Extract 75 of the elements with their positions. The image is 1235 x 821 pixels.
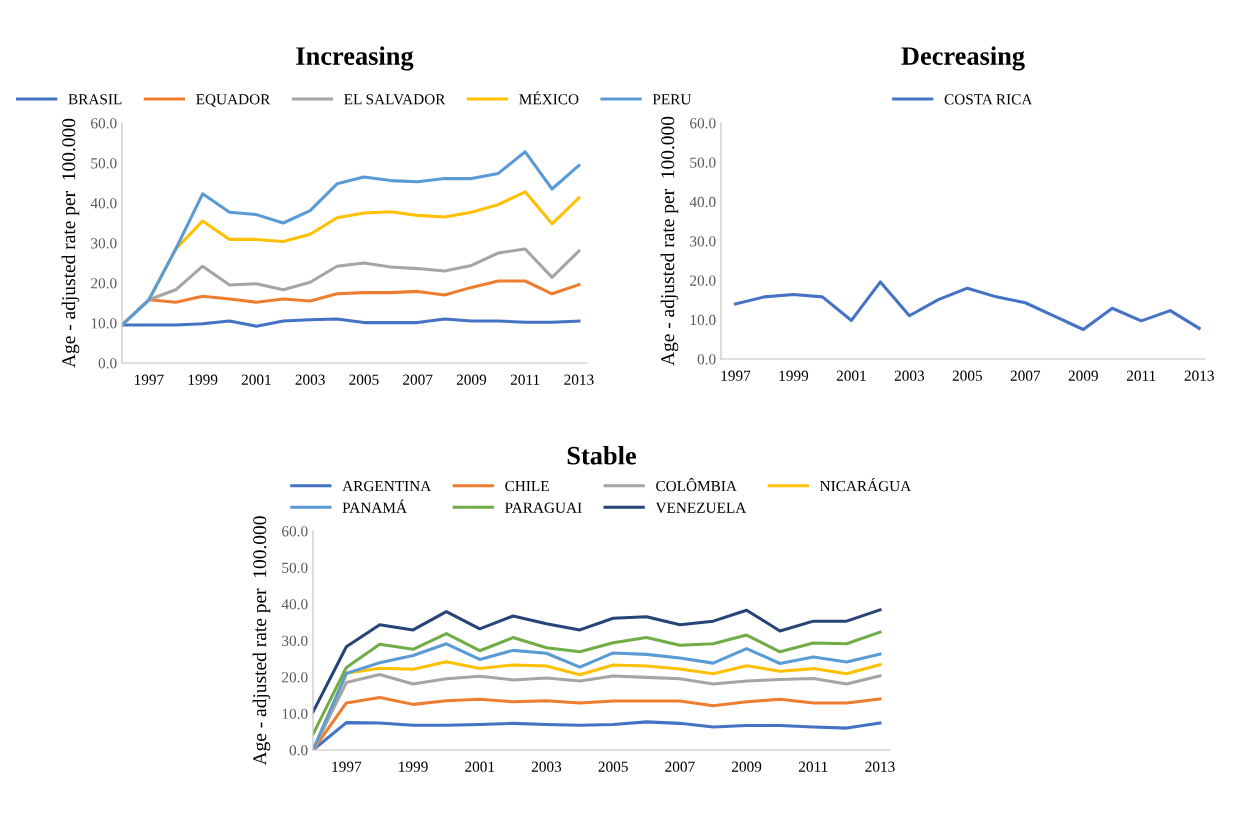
y-tick-label: 0.0 — [289, 745, 308, 756]
y-tick-label: 60.0 — [282, 526, 308, 537]
x-tick-label: 2003 — [894, 370, 925, 381]
y-tick-label: 50.0 — [690, 157, 716, 168]
x-tick-label: 2011 — [510, 374, 540, 385]
line-series — [122, 150, 581, 327]
x-tick-label: 2001 — [836, 370, 866, 381]
line-series — [313, 608, 882, 714]
x-tick-label: 2003 — [531, 761, 562, 772]
y-tick-label: 10.0 — [690, 314, 716, 326]
y-tick-label: 20.0 — [282, 672, 308, 683]
x-tick-label: 1997 — [134, 374, 164, 385]
x-tick-label: 2011 — [1126, 370, 1156, 381]
x-tick-label: 2001 — [465, 761, 495, 772]
y-axis-title: Age - adjusted rate per 100.000 — [61, 118, 80, 368]
legend-label: COLÔMBIA — [656, 478, 737, 492]
legend-label: MÉXICO — [519, 91, 579, 105]
legend-label: PERU — [652, 94, 692, 105]
x-tick-label: 2007 — [403, 374, 433, 385]
x-tick-label: 2007 — [665, 761, 695, 772]
y-tick-label: 40.0 — [90, 198, 117, 209]
x-tick-label: 1999 — [188, 374, 218, 385]
y-tick-label: 50.0 — [91, 158, 117, 169]
legend-label: PANAMÁ — [342, 499, 407, 513]
legend-label: VENEZUELA — [655, 502, 747, 513]
x-tick-label: 2007 — [1010, 370, 1041, 381]
line-series — [313, 642, 882, 750]
y-tick-label: 30.0 — [690, 236, 716, 247]
y-tick-label: 60.0 — [91, 118, 117, 129]
line-series — [313, 720, 882, 750]
x-tick-label: 1999 — [779, 370, 809, 381]
x-tick-label: 2001 — [241, 374, 271, 385]
y-tick-label: 40.0 — [281, 599, 308, 610]
x-tick-label: 2013 — [564, 374, 594, 385]
y-axis-title: Age - adjusted rate per 100.000 — [252, 516, 271, 766]
y-axis-title: Age - adjusted rate per 100.000 — [660, 116, 679, 366]
x-tick-label: 1997 — [721, 370, 751, 381]
y-tick-label: 10.0 — [91, 318, 117, 329]
x-tick-label: 2009 — [731, 761, 762, 772]
chart-title: Increasing — [296, 46, 414, 71]
legend-label: EL SALVADOR — [344, 94, 446, 105]
legend-label: EQUADOR — [196, 94, 271, 107]
legend-label: PARAGUAI — [505, 502, 582, 513]
y-tick-label: 0.0 — [98, 358, 117, 369]
x-tick-label: 2009 — [1068, 370, 1098, 381]
x-tick-label: 2009 — [456, 374, 487, 385]
legend-label: BRASIL — [68, 94, 122, 105]
y-tick-label: 20.0 — [690, 275, 716, 286]
x-tick-label: 2011 — [798, 761, 828, 772]
x-tick-label: 2005 — [952, 370, 983, 381]
y-tick-label: 30.0 — [282, 635, 308, 647]
x-tick-label: 1997 — [332, 761, 362, 772]
chart-title: Decreasing — [901, 46, 1025, 71]
y-tick-label: 20.0 — [91, 278, 117, 289]
x-tick-label: 2003 — [295, 374, 325, 385]
x-tick-label: 2005 — [598, 761, 628, 772]
line-series — [313, 630, 882, 736]
y-tick-label: 10.0 — [282, 708, 308, 720]
x-tick-label: 2013 — [865, 761, 895, 772]
line-series — [122, 317, 581, 328]
line-series — [733, 280, 1201, 332]
line-series — [313, 695, 882, 750]
y-tick-label: 60.0 — [690, 118, 716, 129]
chart-title: Stable — [567, 446, 637, 465]
y-tick-label: 0.0 — [697, 354, 716, 365]
x-tick-label: 2005 — [349, 374, 379, 385]
legend-label: COSTA RICA — [944, 94, 1033, 105]
x-tick-label: 1999 — [399, 761, 428, 772]
y-tick-label: 50.0 — [282, 562, 308, 574]
y-tick-label: 30.0 — [91, 238, 117, 249]
y-tick-label: 40.0 — [689, 196, 716, 208]
legend-label: ARGENTINA — [342, 480, 432, 492]
legend-label: CHILE — [505, 480, 549, 492]
legend-label: NICARÁGUA — [820, 478, 912, 492]
x-tick-label: 2013 — [1184, 370, 1214, 381]
